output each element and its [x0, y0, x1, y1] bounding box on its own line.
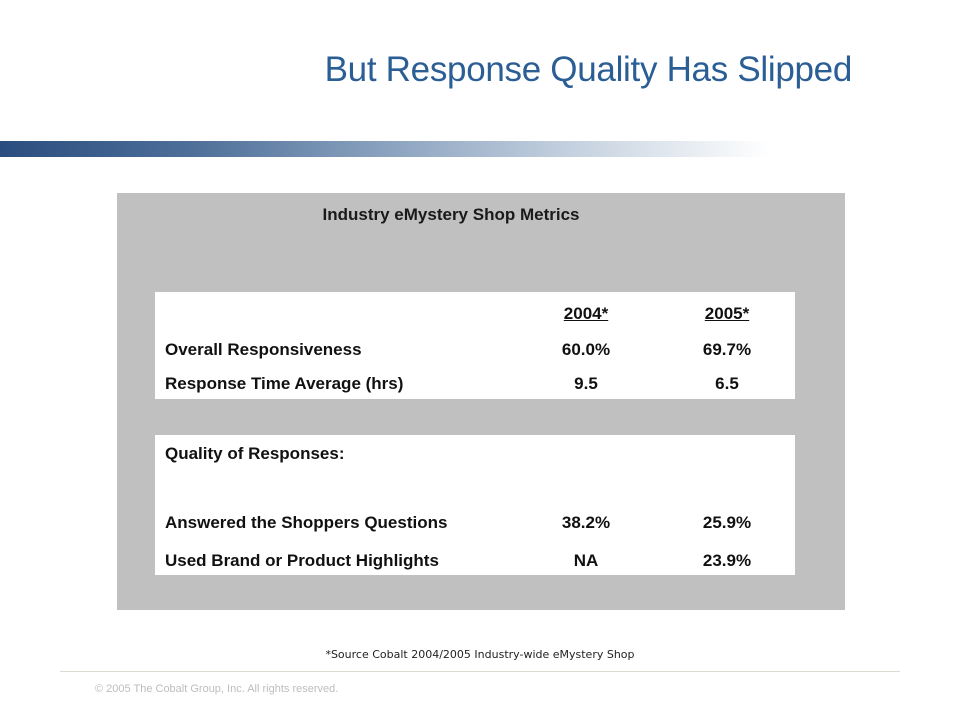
value-2004-brand-highlights: NA: [573, 551, 599, 570]
quality-table: Quality of Responses: Answered the Shopp…: [155, 435, 795, 575]
value-2004-answered-questions: 38.2%: [561, 513, 611, 532]
column-header-2004: 2004*: [563, 304, 609, 323]
slide-title: But Response Quality Has Slipped: [324, 50, 853, 89]
copyright-notice: © 2005 The Cobalt Group, Inc. All rights…: [95, 683, 339, 695]
value-2005-response-time: 6.5: [715, 374, 739, 393]
row-label-response-time: Response Time Average (hrs): [165, 374, 404, 393]
column-header-2005: 2005*: [704, 304, 750, 323]
value-2005-answered-questions: 25.9%: [702, 513, 752, 532]
value-2005-overall-responsiveness: 69.7%: [702, 340, 752, 359]
title-gradient-bar: [0, 141, 770, 157]
source-note: *Source Cobalt 2004/2005 Industry-wide e…: [325, 648, 635, 661]
value-2004-overall-responsiveness: 60.0%: [561, 340, 611, 359]
row-label-overall-responsiveness: Overall Responsiveness: [165, 340, 362, 359]
value-2005-brand-highlights: 23.9%: [702, 551, 752, 570]
quality-heading: Quality of Responses:: [165, 444, 345, 463]
row-label-answered-questions: Answered the Shoppers Questions: [165, 513, 448, 532]
row-label-brand-highlights: Used Brand or Product Highlights: [165, 551, 439, 570]
footer-divider: [60, 671, 900, 672]
metrics-table: 2004* 2005* Overall Responsiveness 60.0%…: [155, 292, 795, 399]
panel-title: Industry eMystery Shop Metrics: [322, 205, 580, 224]
value-2004-response-time: 9.5: [574, 374, 598, 393]
